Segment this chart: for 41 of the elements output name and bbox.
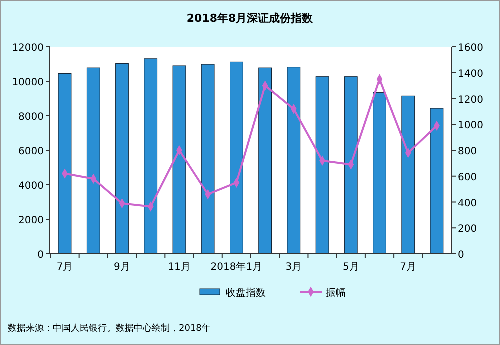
bar [86,68,100,254]
bar [144,58,158,254]
y-tick-label: 0 [38,250,44,261]
bar [230,62,244,254]
y2-tick-label: 1600 [458,43,484,54]
y2-tick-label: 0 [458,250,464,261]
legend-label: 振幅 [326,287,346,299]
y-tick-label: 4000 [18,181,44,192]
x-tick-label: 3月 [286,262,302,273]
y2-tick-label: 400 [458,198,478,210]
x-tick-label: 11月 [168,262,191,273]
y2-tick-label: 1000 [458,120,484,132]
x-tick-label: 7月 [400,262,417,273]
y2-tick-label: 800 [458,146,478,158]
x-tick-label: 9月 [114,262,130,273]
bar [58,73,72,254]
bar [287,67,301,254]
x-tick-label: 7月 [56,262,74,273]
x-tick-label: 5月 [342,262,360,273]
bar [344,76,358,254]
y-tick-label: 2000 [18,216,44,226]
y-tick-label: 6000 [18,146,44,158]
y-tick-label: 12000 [12,43,44,54]
y-tick-label: 10000 [12,78,44,88]
bar [373,92,386,254]
bar [116,63,129,254]
bar [430,108,444,254]
y2-tick-label: 600 [458,172,478,184]
y-tick-label: 8000 [18,112,44,123]
x-tick-label: 2018年1月 [210,261,263,273]
y2-tick-label: 1400 [458,68,484,80]
bar [172,66,186,254]
bar [402,96,416,254]
chart-title: 2018年8月深证成份指数 [186,12,314,25]
bar [258,68,272,254]
bar [201,64,215,254]
y2-tick-label: 1200 [458,94,484,106]
bar [316,76,330,254]
source-note: 数据来源：中国人民银行。数据中心绘制，2018年 [8,323,211,334]
legend-label: 收盘指数 [226,287,266,299]
y2-tick-label: 200 [458,224,478,236]
